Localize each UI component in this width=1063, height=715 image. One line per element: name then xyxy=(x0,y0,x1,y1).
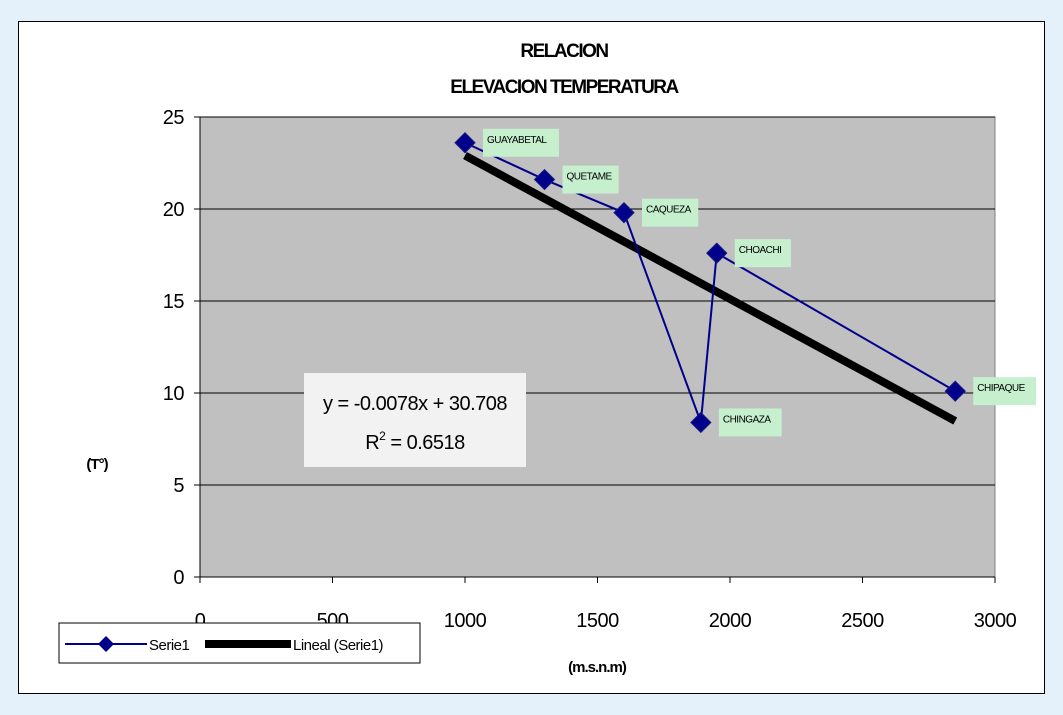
legend: Serie1 Lineal (Serie1) xyxy=(58,622,421,664)
x-tick-label: 2000 xyxy=(709,610,752,632)
point-label: CHOACHI xyxy=(739,245,782,256)
trendline-equation-box: y = -0.0078x + 30.708 R2 = 0.6518 xyxy=(304,373,526,467)
trendline xyxy=(463,151,958,425)
y-tick-label: 5 xyxy=(173,475,184,497)
point-labels: GUAYABETAL QUETAME CAQUEZA CHINGAZA CHOACHI C… xyxy=(483,128,1037,437)
x-axis-title: (m.s.n.m) xyxy=(568,659,627,676)
series-marker xyxy=(613,201,635,224)
series-marker xyxy=(690,411,712,434)
chart-frame: RELACION ELEVACION TEMPERATURA 0 5 10 15 20 2… xyxy=(18,21,1045,694)
point-label-bg xyxy=(718,408,782,437)
y-tick-label: 25 xyxy=(163,107,185,129)
x-tick-label: 1500 xyxy=(576,610,619,632)
y-tick-label: 0 xyxy=(173,567,184,589)
series-marker xyxy=(944,380,966,402)
x-tick-label: 1000 xyxy=(444,610,487,632)
y-tick-label: 15 xyxy=(163,291,185,313)
trendline-r2: R2 = 0.6518 xyxy=(365,429,465,454)
legend-serie1-marker xyxy=(98,636,114,652)
y-axis-title: (T°) xyxy=(86,456,108,473)
point-label: CAQUEZA xyxy=(646,205,692,216)
y-tick-label: 10 xyxy=(163,383,185,405)
series-marker xyxy=(706,242,728,264)
trendline-equation: y = -0.0078x + 30.708 xyxy=(323,393,507,415)
series-markers xyxy=(454,132,966,434)
chart-title-line-1: RELACION xyxy=(520,41,608,62)
point-label: GUAYABETAL xyxy=(487,135,547,146)
legend-trendline-label: Lineal (Serie1) xyxy=(293,637,384,654)
x-tick-label: 0 xyxy=(195,610,206,632)
point-label-bg xyxy=(483,128,559,157)
x-tick-label: 3000 xyxy=(974,610,1017,632)
legend-serie1-label: Serie1 xyxy=(149,637,190,654)
point-label-bg xyxy=(734,239,791,268)
y-tick-labels: 0 5 10 15 20 25 xyxy=(163,107,185,589)
axes xyxy=(194,116,996,583)
point-label-bg xyxy=(562,165,619,194)
y-tick-label: 20 xyxy=(163,199,185,221)
chart-title-line-2: ELEVACION TEMPERATURA xyxy=(450,77,679,98)
point-label-bg xyxy=(973,377,1037,406)
point-label: CHIPAQUE xyxy=(977,383,1025,394)
series-marker xyxy=(454,132,476,154)
point-label: CHINGAZA xyxy=(723,414,772,425)
plot-area xyxy=(199,116,996,578)
chart-svg: RELACION ELEVACION TEMPERATURA 0 5 10 15 20 2… xyxy=(58,41,1037,676)
point-label-bg xyxy=(642,198,699,227)
x-tick-label: 2500 xyxy=(841,610,884,632)
series-line-serie1 xyxy=(464,141,956,423)
point-label: QUETAME xyxy=(567,172,613,183)
series-marker xyxy=(533,168,556,191)
